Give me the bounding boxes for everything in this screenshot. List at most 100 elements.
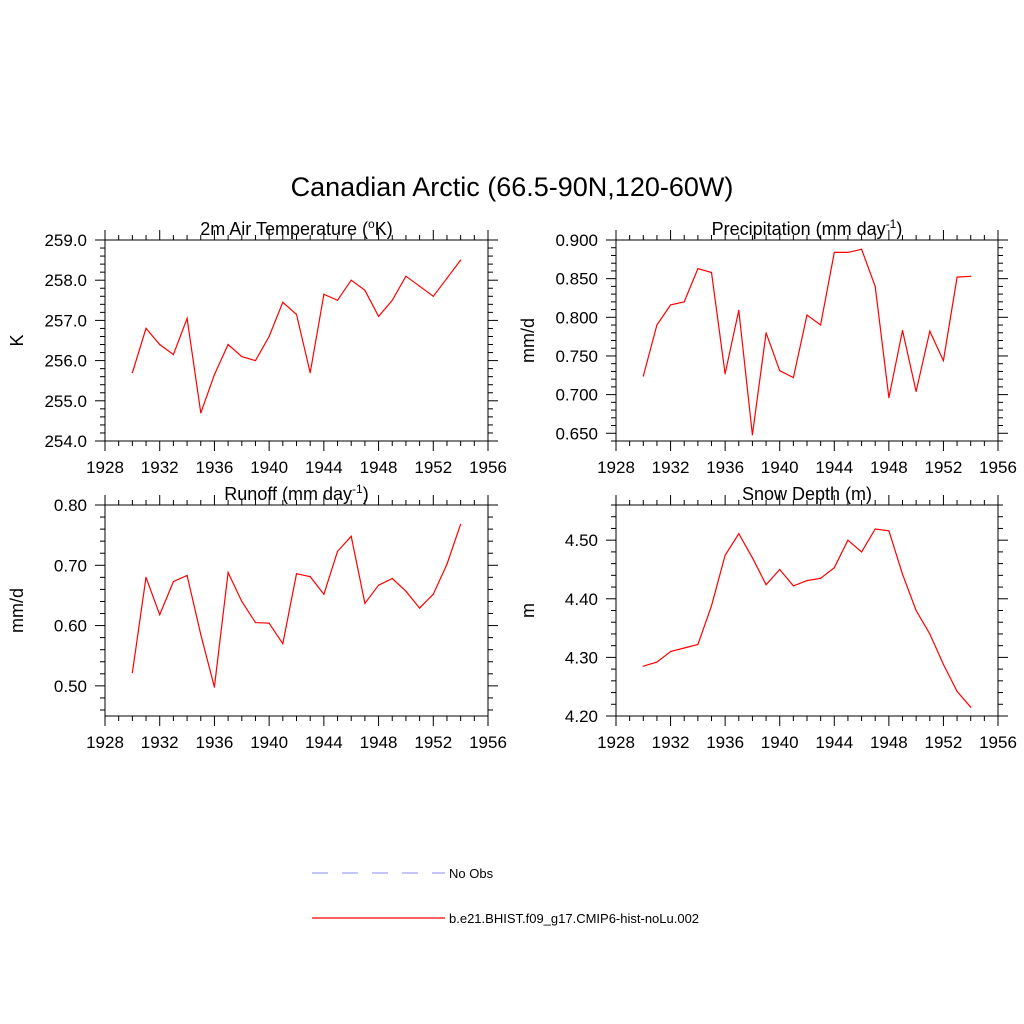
x-tick-label: 1940 — [761, 458, 799, 477]
data-point — [820, 324, 822, 326]
data-point — [751, 434, 754, 436]
y-tick-label: 0.70 — [54, 556, 87, 575]
data-point — [901, 573, 904, 575]
plot-frame — [104, 504, 489, 717]
data-point — [669, 304, 672, 306]
data-point — [446, 277, 448, 279]
x-tick-label: 1956 — [469, 733, 507, 752]
panel-title: 2m Air Temperature (oK) — [200, 217, 392, 239]
data-point — [806, 314, 808, 316]
plot-frame — [615, 504, 999, 717]
data-point — [241, 600, 243, 603]
y-axis-label: mm/d — [518, 318, 538, 363]
y-tick-label: 0.800 — [555, 308, 598, 327]
data-point — [642, 375, 644, 377]
legend-item: No Obs — [312, 866, 494, 881]
x-tick-label: 1948 — [360, 458, 398, 477]
data-point — [942, 360, 945, 362]
y-tick-label: 0.900 — [555, 231, 598, 250]
data-point — [697, 268, 699, 270]
legend-label: b.e21.BHIST.f09_g17.CMIP6-hist-noLu.002 — [449, 911, 699, 926]
series-line — [131, 524, 462, 688]
x-tick-label: 1952 — [925, 733, 963, 752]
x-tick-label: 1936 — [706, 733, 744, 752]
y-tick-label: 0.50 — [54, 677, 87, 696]
data-point — [282, 301, 284, 303]
data-point — [847, 539, 849, 541]
data-point — [145, 576, 147, 578]
data-point — [309, 372, 311, 374]
legend: No Obs b.e21.BHIST.f09_g17.CMIP6-hist-noL… — [312, 866, 699, 926]
y-axis-label: mm/d — [7, 588, 27, 633]
y-tick-label: 0.80 — [54, 496, 87, 515]
data-point — [956, 690, 958, 692]
y-tick-label: 0.650 — [555, 424, 598, 443]
data-point — [432, 295, 434, 297]
data-point — [847, 251, 849, 253]
x-tick-label: 1952 — [414, 458, 452, 477]
data-point — [227, 343, 229, 346]
x-tick-label: 1944 — [815, 458, 853, 477]
data-point — [929, 633, 931, 635]
data-point — [888, 397, 890, 399]
x-tick-label: 1940 — [250, 733, 288, 752]
y-tick-label: 258.0 — [44, 271, 87, 290]
y-tick-label: 0.60 — [54, 617, 87, 636]
y-tick-label: 257.0 — [44, 311, 87, 330]
data-point — [642, 665, 644, 667]
y-tick-label: 4.30 — [565, 648, 598, 667]
x-tick-label: 1940 — [250, 458, 288, 477]
data-point — [765, 332, 767, 334]
data-point — [159, 614, 161, 616]
x-tick-label: 1932 — [141, 458, 179, 477]
data-point — [131, 372, 133, 374]
data-point — [323, 593, 325, 595]
x-tick-label: 1948 — [360, 733, 398, 752]
x-tick-label: 1932 — [652, 733, 690, 752]
data-point — [901, 329, 904, 332]
data-point — [364, 289, 366, 291]
y-tick-label: 4.40 — [565, 590, 598, 609]
data-point — [336, 299, 339, 301]
data-point — [419, 607, 421, 609]
x-tick-label: 1956 — [979, 458, 1017, 477]
chart-panel-4: 1928 1932 1936 1940 1944 1948 1952 1956 4.20 4.30… — [518, 484, 1017, 752]
y-tick-label: 259.0 — [44, 231, 87, 250]
data-point — [460, 523, 462, 525]
data-point — [656, 324, 658, 326]
data-point — [419, 285, 421, 287]
data-point — [227, 571, 229, 574]
data-point — [792, 377, 794, 379]
data-point — [724, 554, 726, 557]
data-point — [200, 634, 202, 636]
data-point — [432, 593, 434, 595]
x-tick-label: 1952 — [414, 733, 452, 752]
x-tick-label: 1956 — [469, 458, 507, 477]
x-tick-label: 1928 — [86, 458, 124, 477]
data-point — [336, 550, 339, 553]
data-point — [145, 327, 147, 330]
data-point — [186, 574, 188, 577]
data-point — [956, 276, 958, 278]
x-tick-label: 1948 — [870, 458, 908, 477]
x-tick-label: 1936 — [196, 458, 234, 477]
x-tick-label: 1956 — [979, 733, 1017, 752]
figure-title: Canadian Arctic (66.5-90N,120-60W) — [291, 172, 734, 202]
panel-title: Snow Depth (m) — [742, 484, 872, 504]
data-point — [309, 576, 311, 578]
series-line — [642, 248, 971, 435]
data-point — [186, 317, 188, 319]
data-point — [820, 577, 822, 579]
data-point — [323, 293, 325, 295]
y-tick-label: 0.700 — [555, 386, 598, 405]
data-point — [405, 275, 407, 277]
data-point — [710, 271, 713, 274]
x-tick-label: 1940 — [761, 733, 799, 752]
data-point — [738, 533, 740, 535]
data-point — [172, 580, 174, 583]
data-point — [970, 275, 972, 277]
data-point — [888, 530, 890, 532]
data-point — [460, 259, 462, 261]
x-tick-label: 1932 — [141, 733, 179, 752]
data-point — [806, 580, 808, 582]
